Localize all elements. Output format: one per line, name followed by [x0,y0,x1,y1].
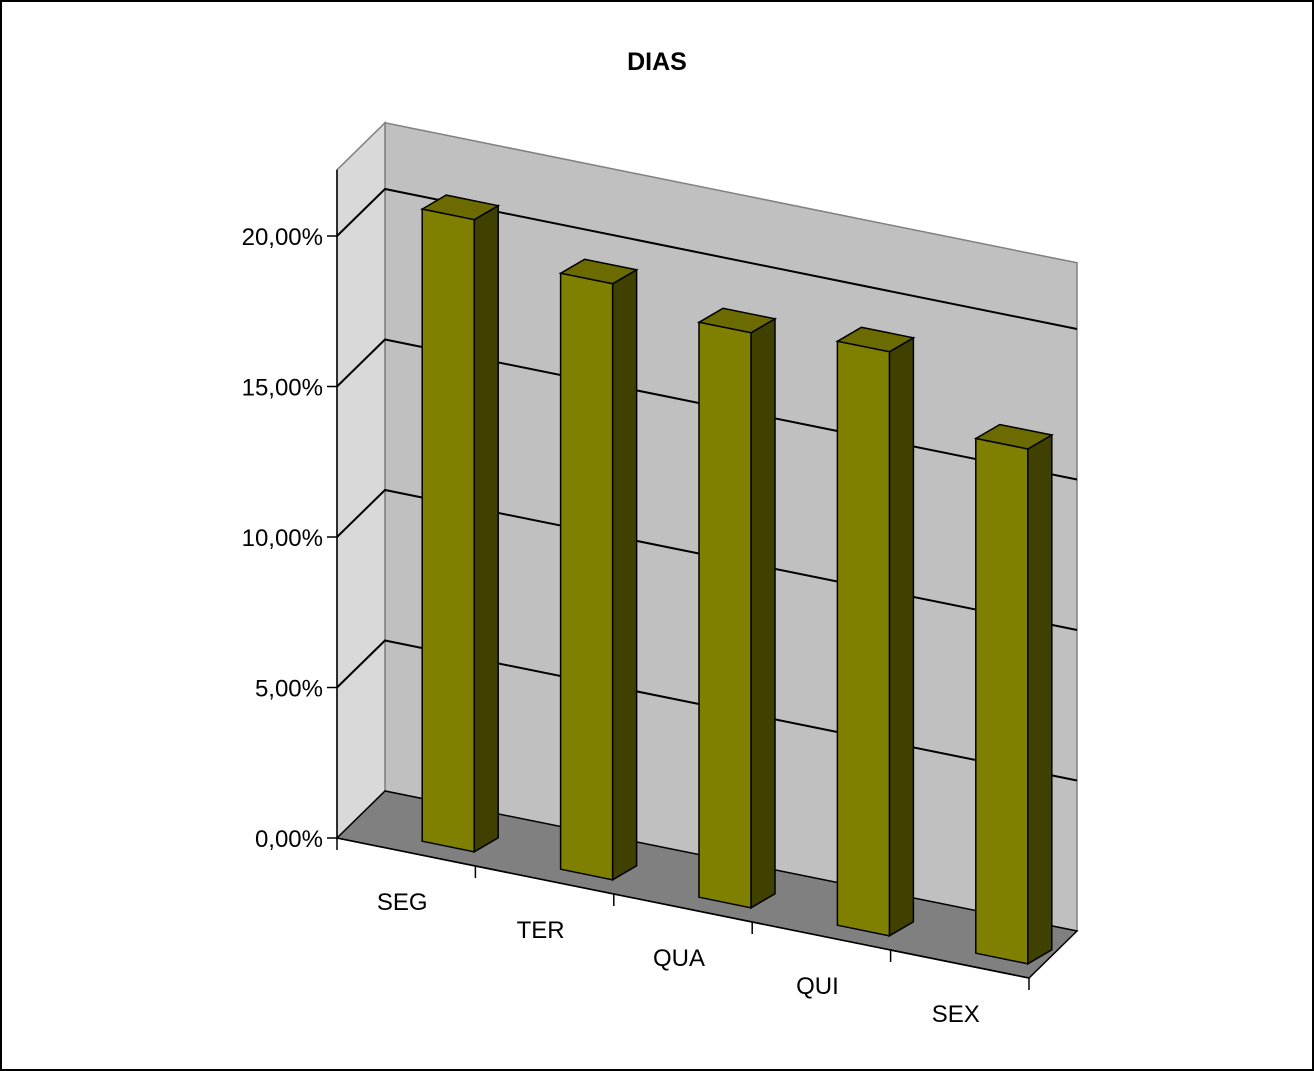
chart-title: DIAS [627,48,687,76]
y-tick-label-3: 15,00% [242,375,323,402]
x-tick-label-qua: QUA [653,945,705,972]
x-tick-label-sex: SEX [932,1001,980,1028]
bar-qua [696,307,778,910]
bar-front-qui [836,340,891,937]
bar-seg [420,194,501,854]
bar-side-ter [611,268,638,882]
bar-ter [558,258,639,882]
bar-sex [973,423,1054,966]
bar-side-sex [1027,433,1053,966]
gridline-4 [336,187,1078,330]
y-tick-label-0: 0,00% [255,826,323,853]
bar-front-ter [559,272,614,881]
bar-front-sex [975,437,1029,965]
x-tick-label-qui: QUI [796,973,839,1000]
bar-side-seg [473,204,499,854]
bar-side-qua [750,317,776,910]
bar-front-seg [421,208,475,853]
bar-side-qui [888,336,915,938]
y-tick-label-1: 5,00% [255,676,323,703]
x-axis-line [336,837,1030,979]
y-tick-label-4: 20,00% [242,224,323,251]
bar-qui [835,326,916,938]
y-tick-label-2: 10,00% [242,525,323,552]
x-tick-label-seg: SEG [377,889,428,916]
bar-front-qua [698,321,752,909]
x-tick-label-ter: TER [517,917,565,944]
